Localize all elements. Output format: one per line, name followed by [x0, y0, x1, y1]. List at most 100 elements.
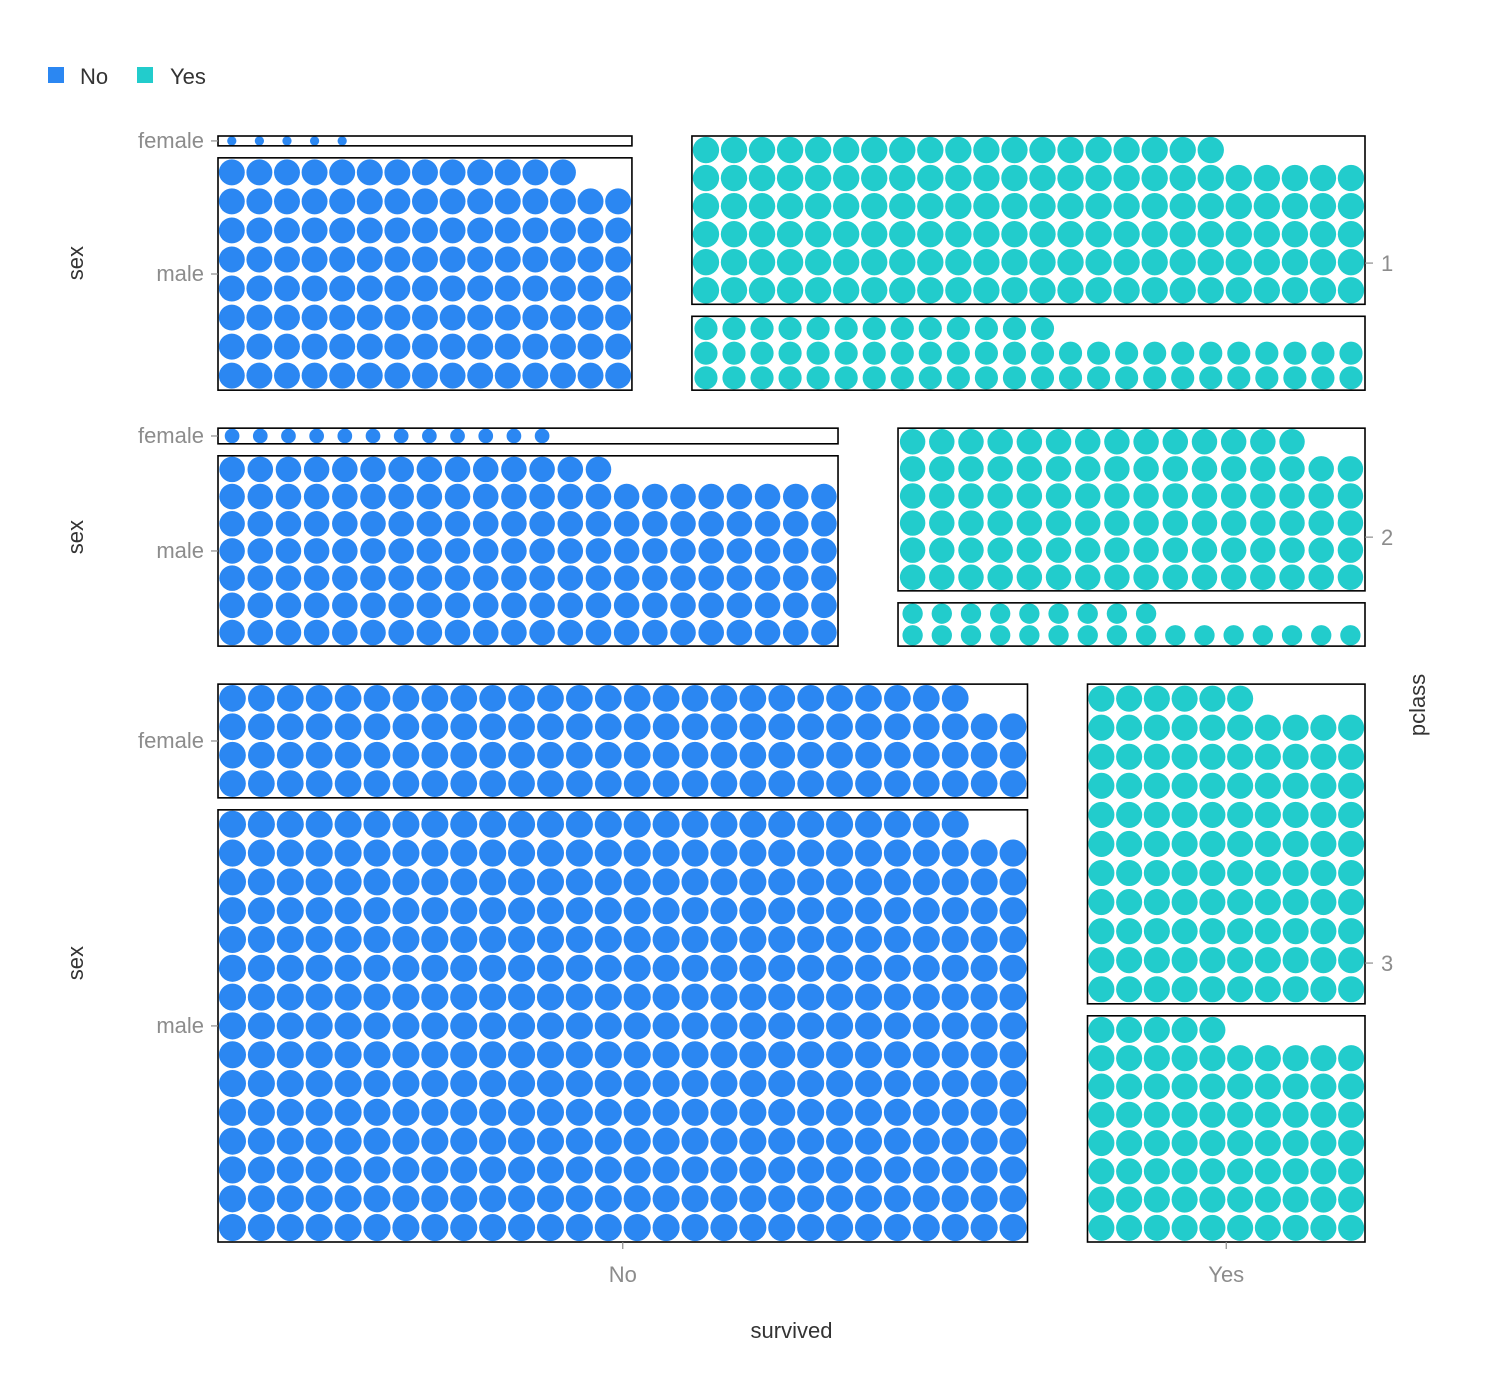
dot	[917, 164, 944, 192]
dot	[826, 1070, 854, 1098]
dot	[1253, 220, 1281, 248]
dot	[360, 456, 386, 483]
dot	[1197, 164, 1224, 192]
dot	[329, 333, 356, 360]
dot	[218, 1185, 247, 1213]
dot	[720, 164, 748, 192]
dot	[1310, 976, 1337, 1003]
dot	[973, 192, 1000, 220]
dot	[1309, 164, 1337, 192]
dot	[999, 868, 1027, 896]
dot	[605, 275, 632, 302]
dot	[652, 810, 680, 838]
dot	[960, 603, 982, 624]
dot	[889, 192, 916, 220]
dot	[1116, 1158, 1143, 1185]
dot	[467, 304, 494, 331]
dot	[623, 684, 651, 712]
mosaic-cell-3-yes-female	[1086, 683, 1366, 1005]
dot	[219, 538, 245, 564]
dot	[479, 741, 507, 769]
dot	[1088, 1045, 1115, 1072]
dot	[356, 159, 383, 186]
dot	[1254, 947, 1281, 974]
dot	[1087, 341, 1111, 365]
dot	[710, 810, 738, 838]
dot	[363, 1041, 391, 1069]
dot	[652, 1070, 680, 1098]
dot	[941, 839, 969, 867]
dot	[1227, 1186, 1254, 1213]
dot	[623, 954, 651, 982]
dot	[1002, 366, 1027, 390]
dot	[537, 741, 564, 769]
dot	[219, 592, 245, 619]
dot	[421, 954, 449, 982]
dot	[594, 954, 622, 982]
dot	[1281, 625, 1303, 646]
dot	[334, 1127, 362, 1155]
dot	[1282, 801, 1309, 828]
dot	[1225, 192, 1252, 220]
dot	[1171, 859, 1198, 887]
dot	[501, 510, 527, 537]
dot	[218, 1098, 247, 1126]
dot	[1191, 428, 1218, 455]
dot	[739, 810, 767, 838]
dot	[472, 592, 499, 619]
dot	[748, 277, 776, 304]
dot	[999, 954, 1027, 982]
dot	[274, 362, 300, 389]
dot	[899, 483, 926, 509]
dot	[219, 684, 246, 712]
dot	[363, 1214, 391, 1242]
dot	[506, 428, 522, 444]
dot	[1337, 456, 1364, 482]
dot	[566, 770, 593, 797]
dot	[1310, 947, 1337, 974]
dot	[439, 304, 466, 331]
dot	[1171, 685, 1198, 712]
dot	[439, 275, 466, 302]
dot	[1191, 564, 1218, 591]
dot	[623, 839, 651, 867]
facet-tick-label-2: 2	[1381, 525, 1393, 550]
dot	[1169, 164, 1196, 192]
dot	[973, 164, 1000, 192]
dot	[334, 1156, 362, 1184]
dot	[1250, 564, 1276, 591]
dot	[1338, 714, 1365, 741]
legend-label-yes: Yes	[170, 64, 206, 89]
dot	[826, 741, 853, 769]
dot	[941, 770, 969, 797]
dot	[797, 1214, 825, 1242]
dot	[1220, 510, 1247, 536]
dot	[416, 538, 443, 564]
dot	[1310, 830, 1337, 858]
dot	[890, 317, 914, 341]
dot	[247, 897, 275, 925]
dot	[360, 565, 386, 591]
dot	[1019, 603, 1040, 624]
dot	[681, 1012, 709, 1040]
dot	[945, 164, 972, 192]
dot	[1199, 1130, 1226, 1157]
dot	[1057, 220, 1084, 248]
dot	[218, 362, 245, 389]
dot	[219, 741, 246, 769]
dot	[1225, 164, 1252, 192]
dot	[861, 164, 888, 192]
dot	[782, 565, 809, 591]
dot	[826, 868, 854, 896]
dot	[1337, 483, 1364, 509]
dot	[549, 275, 576, 302]
dot	[247, 565, 274, 591]
dot	[804, 136, 832, 164]
dot	[804, 249, 832, 276]
dot	[1339, 341, 1363, 365]
dot	[594, 897, 622, 925]
y-tick-label-male: male	[156, 261, 204, 286]
dot	[577, 275, 604, 302]
dot	[305, 954, 333, 982]
dot	[329, 188, 356, 215]
